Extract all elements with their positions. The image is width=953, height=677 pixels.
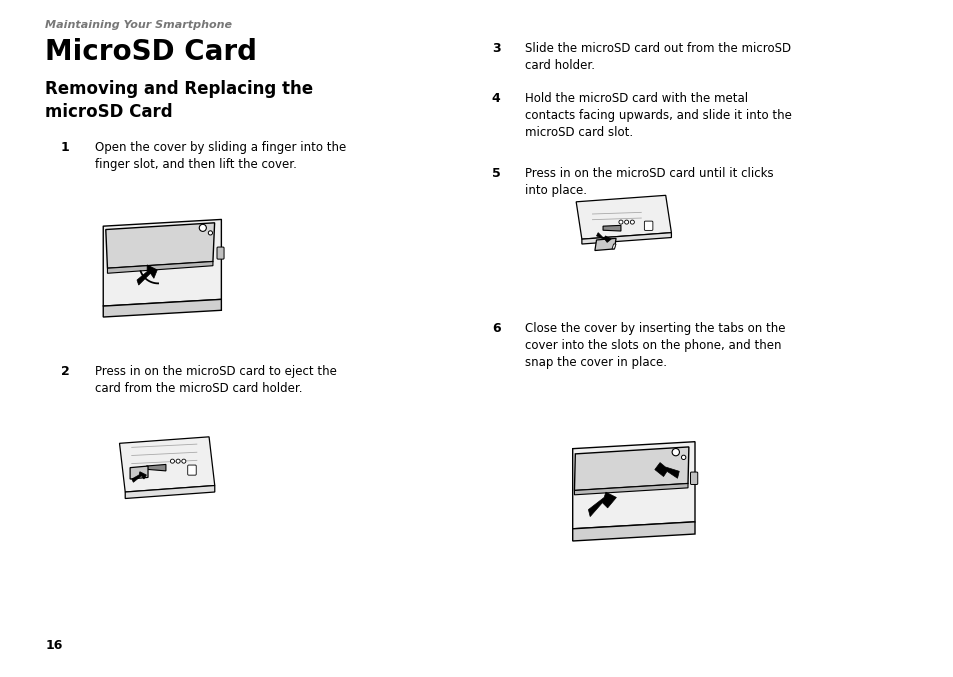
Text: Maintaining Your Smartphone: Maintaining Your Smartphone	[45, 20, 232, 30]
FancyBboxPatch shape	[216, 247, 224, 259]
Text: Press in on the microSD card until it clicks
into place.: Press in on the microSD card until it cl…	[524, 167, 773, 197]
Circle shape	[171, 459, 174, 463]
Text: Hold the microSD card with the metal
contacts facing upwards, and slide it into : Hold the microSD card with the metal con…	[524, 91, 791, 139]
Polygon shape	[595, 238, 616, 250]
Polygon shape	[574, 447, 688, 490]
Polygon shape	[588, 492, 616, 517]
Polygon shape	[137, 265, 157, 285]
Polygon shape	[119, 437, 214, 492]
Polygon shape	[106, 223, 214, 268]
Polygon shape	[581, 233, 671, 244]
Circle shape	[176, 459, 180, 463]
Text: 4: 4	[492, 91, 500, 104]
Text: MicroSD Card: MicroSD Card	[45, 38, 257, 66]
Text: Press in on the microSD card to eject the
card from the microSD card holder.: Press in on the microSD card to eject th…	[94, 365, 336, 395]
Circle shape	[618, 220, 622, 224]
Text: 1: 1	[61, 141, 70, 154]
Text: 5: 5	[492, 167, 500, 180]
Polygon shape	[108, 261, 213, 274]
Polygon shape	[611, 244, 616, 249]
FancyBboxPatch shape	[188, 465, 196, 475]
Text: Removing and Replacing the
microSD Card: Removing and Replacing the microSD Card	[45, 80, 313, 121]
Text: Close the cover by inserting the tabs on the
cover into the slots on the phone, : Close the cover by inserting the tabs on…	[524, 322, 784, 369]
Polygon shape	[132, 472, 146, 482]
Text: 6: 6	[492, 322, 500, 335]
Circle shape	[680, 455, 685, 460]
Polygon shape	[103, 219, 221, 306]
Polygon shape	[572, 522, 695, 541]
Polygon shape	[574, 483, 687, 495]
FancyBboxPatch shape	[690, 472, 697, 485]
Circle shape	[672, 448, 679, 456]
FancyBboxPatch shape	[643, 221, 652, 230]
Polygon shape	[146, 464, 166, 471]
Text: Open the cover by sliding a finger into the
finger slot, and then lift the cover: Open the cover by sliding a finger into …	[94, 141, 346, 171]
Text: 3: 3	[492, 42, 500, 55]
Circle shape	[630, 220, 634, 224]
Circle shape	[199, 224, 206, 232]
Circle shape	[208, 231, 213, 235]
Polygon shape	[602, 225, 620, 231]
Polygon shape	[103, 299, 221, 317]
Text: 2: 2	[61, 365, 70, 378]
Polygon shape	[572, 441, 695, 529]
Text: 16: 16	[45, 639, 63, 652]
Polygon shape	[130, 466, 148, 479]
Circle shape	[624, 220, 628, 224]
Polygon shape	[576, 196, 671, 239]
Circle shape	[182, 459, 186, 463]
Text: Slide the microSD card out from the microSD
card holder.: Slide the microSD card out from the micr…	[524, 42, 790, 72]
Polygon shape	[125, 485, 214, 498]
Polygon shape	[596, 233, 611, 242]
Polygon shape	[654, 462, 679, 478]
